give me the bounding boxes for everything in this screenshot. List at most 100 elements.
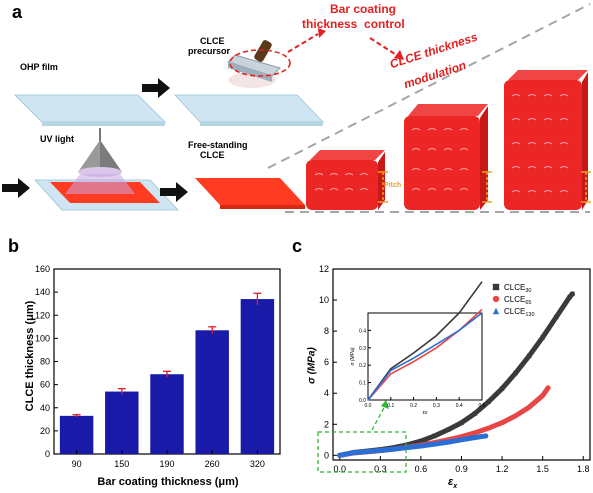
coating-bar-icon xyxy=(227,40,291,82)
chart-b-xtick-label: 90 xyxy=(72,459,82,469)
chart-c-point xyxy=(472,411,478,416)
uv-light-label: UV light xyxy=(40,134,74,144)
chart-c-point xyxy=(553,314,559,320)
inset-xtick-label: 0.1 xyxy=(387,403,394,409)
chart-b-bar xyxy=(105,391,139,454)
chart-c-ytick-label: 10 xyxy=(319,295,329,305)
chart-c-point xyxy=(472,430,478,436)
chart-c-ytick-label: 8 xyxy=(324,326,329,336)
red-dashed-arrow-1 xyxy=(287,33,319,53)
chart-c-point xyxy=(540,335,545,340)
highlight-ellipse xyxy=(229,49,291,77)
chart-c-series-line xyxy=(337,433,489,458)
chart-c-point xyxy=(567,294,572,300)
chart-c-legend-label: CLCE130 xyxy=(504,307,535,318)
thickness-guide-line xyxy=(267,3,591,169)
helix-texture xyxy=(314,94,569,193)
chart-b-ytick-label: 80 xyxy=(40,357,50,367)
chart-c-point xyxy=(432,441,437,447)
chart-c-legend-marker xyxy=(492,295,500,303)
chart-c-xtick-label: 0.6 xyxy=(415,464,428,474)
inset-ylabel: σ (MPa) xyxy=(350,347,356,365)
chart-c-point xyxy=(391,446,397,452)
uv-lamp-icon xyxy=(65,128,135,194)
chart-c-ytick-label: 2 xyxy=(324,419,329,429)
chart-c-xlabel: εx xyxy=(448,476,458,491)
chart-c-point xyxy=(378,448,383,453)
bar-coating-label-1: Bar coating xyxy=(330,2,397,16)
clce-block-medium xyxy=(404,104,488,210)
inset-ytick-label: 0.0 xyxy=(359,398,366,404)
chart-b-bar xyxy=(150,374,184,454)
chart-c-point xyxy=(545,385,551,390)
chart-c-point xyxy=(540,393,545,398)
chart-b-bar xyxy=(195,330,229,454)
chart-c-legend-label: CLCE65 xyxy=(504,295,531,306)
right-arrow-icon xyxy=(2,178,30,198)
chart-c-ytick-label: 4 xyxy=(324,388,329,398)
zoom-arrow-line xyxy=(371,403,387,431)
chart-c-point xyxy=(459,437,464,443)
chart-c-point xyxy=(445,427,451,432)
chart-c-point xyxy=(351,450,356,455)
chart-c-xtick-label: 1.5 xyxy=(536,464,549,474)
chart-c-point xyxy=(486,399,491,404)
red-dashed-arrow-2 xyxy=(369,37,399,57)
inset-xtick-label: 0.4 xyxy=(456,403,463,409)
chart-c-point xyxy=(570,291,575,297)
panel-a-label: a xyxy=(12,2,23,22)
pitch-markers xyxy=(378,171,591,203)
free-standing-clce-sheet xyxy=(195,178,305,205)
chart-b-ytick-label: 160 xyxy=(35,264,50,274)
inset-ytick-label: 0.3 xyxy=(359,346,366,352)
chart-b-ytick-label: 140 xyxy=(35,287,50,297)
clce-precursor-label-1: CLCE xyxy=(200,36,225,46)
chart-c-legend-label: CLCE30 xyxy=(504,283,531,294)
chart-c-point xyxy=(405,445,410,450)
chart-b-xtick-label: 260 xyxy=(205,459,220,469)
chart-c-xtick-label: 0.3 xyxy=(374,464,387,474)
chart-b-xtick-label: 190 xyxy=(159,459,174,469)
inset-series-line xyxy=(367,312,483,401)
zoom-arrow-head xyxy=(381,400,389,409)
chart-c-point xyxy=(526,405,532,410)
chart-b-bar xyxy=(59,415,94,454)
chart-b-ytick-label: 0 xyxy=(45,449,50,459)
chart-b-ytick-label: 120 xyxy=(35,310,50,320)
free-standing-label-1: Free-standing xyxy=(188,140,248,150)
inset-ytick-label: 0.1 xyxy=(359,381,366,387)
chart-b-ytick-label: 60 xyxy=(40,380,50,390)
panel-b-label: b xyxy=(8,236,19,256)
bar-coating-label-2: thickness control xyxy=(302,17,405,31)
pitch-label: Pitch xyxy=(384,182,402,189)
chart-b-ytick-label: 20 xyxy=(40,426,50,436)
zoom-region-box xyxy=(317,431,407,473)
inset-xtick-label: 0.3 xyxy=(433,403,440,409)
right-arrow-icon xyxy=(160,182,188,202)
inset-ytick-label: 0.4 xyxy=(359,328,366,334)
free-standing-label-2: CLCE xyxy=(200,150,225,160)
chart-c-point xyxy=(499,386,505,391)
chart-c-point xyxy=(459,420,464,425)
chart-c-ylabel: σ (MPa) xyxy=(306,347,318,384)
panel-c-label: c xyxy=(292,236,303,256)
chart-c-point xyxy=(418,438,424,444)
chart-c-point xyxy=(337,453,342,458)
chart-c-point xyxy=(432,433,437,439)
ohp-film-edge xyxy=(42,122,165,126)
chart-c-point xyxy=(472,435,478,440)
chart-b-xlabel: Bar coating thickness (μm) xyxy=(97,476,239,488)
inset-xtick-label: 0.2 xyxy=(410,403,417,409)
chart-c-point xyxy=(364,449,370,454)
chart-c-xtick-label: 1.2 xyxy=(496,464,509,474)
chart-c-point xyxy=(513,413,518,418)
right-arrow-icon xyxy=(142,78,170,98)
chart-b-bar xyxy=(240,299,275,454)
chart-b-xtick-label: 150 xyxy=(114,459,129,469)
panel-a-illustration xyxy=(2,3,591,213)
inset-xtick-label: 0.0 xyxy=(365,403,372,409)
inset-series-line xyxy=(367,281,483,401)
chart-c-point xyxy=(486,425,491,431)
